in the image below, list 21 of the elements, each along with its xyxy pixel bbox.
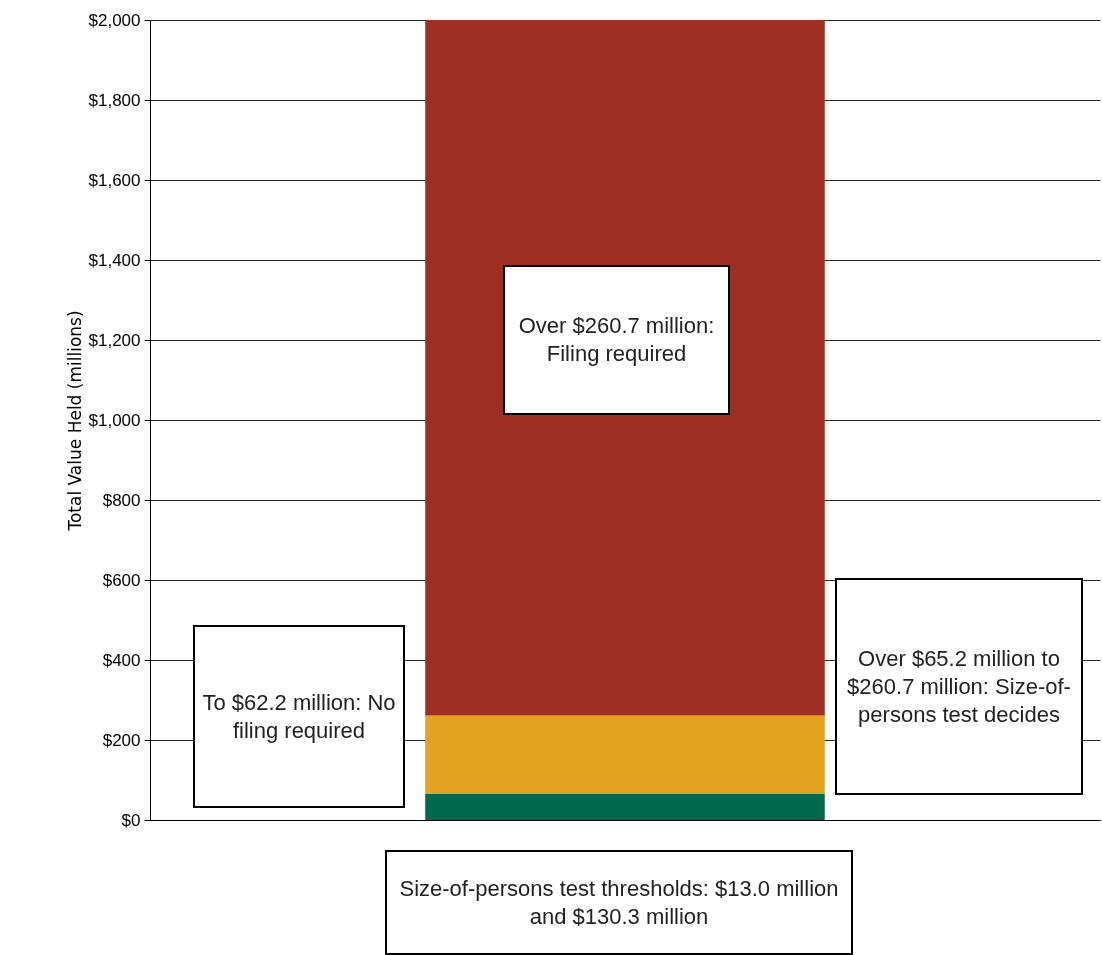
y-tick-label: $1,600: [88, 170, 141, 190]
y-tick-label: $400: [102, 650, 141, 670]
y-tick-label: $1,400: [88, 250, 141, 270]
y-tick-label: $1,000: [88, 410, 141, 430]
bar: [425, 794, 825, 820]
y-tick-label: $600: [102, 570, 141, 590]
y-tick-label: $200: [102, 730, 141, 750]
text-box: Size-of-persons test thresholds: $13.0 million and $130.3 million: [385, 850, 853, 955]
y-tick-label: $1,800: [88, 90, 141, 110]
text-box: Over $65.2 million to $260.7 million: Size-of-persons test decides: [835, 578, 1083, 795]
annotation: To $62.2 million: No filing required: [201, 688, 397, 745]
bar: [425, 715, 825, 794]
text-box: To $62.2 million: No filing required: [193, 625, 405, 808]
text-box: Over $260.7 million: Filing required: [503, 265, 730, 415]
annotation: Over $65.2 million to $260.7 million: Size-of-persons test decides: [846, 644, 1072, 729]
y-tick-label: $1,200: [88, 330, 141, 350]
y-tick-label: $0: [121, 810, 141, 830]
y-axis-title: Total Value Held (millions): [64, 310, 85, 532]
y-tick-label: $2,000: [88, 10, 141, 30]
y-tick-label: $800: [102, 490, 141, 510]
annotation: Over $260.7 million: Filing required: [517, 312, 716, 368]
